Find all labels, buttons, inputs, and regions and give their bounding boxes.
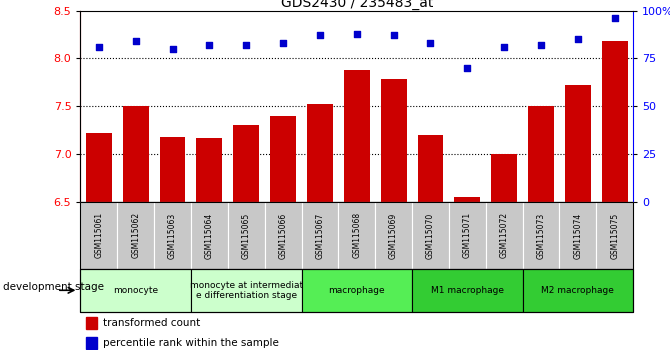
- Point: [93, 44, 105, 50]
- Title: GDS2430 / 235483_at: GDS2430 / 235483_at: [281, 0, 433, 10]
- Text: M1 macrophage: M1 macrophage: [431, 286, 504, 295]
- Bar: [338, 202, 375, 269]
- Text: GSM115063: GSM115063: [168, 212, 177, 258]
- Text: GSM115062: GSM115062: [131, 212, 140, 258]
- Bar: [375, 202, 412, 269]
- Point: [425, 40, 436, 46]
- Bar: [80, 269, 191, 312]
- Bar: [454, 197, 480, 202]
- Bar: [154, 202, 191, 269]
- Point: [351, 31, 362, 36]
- Text: transformed count: transformed count: [103, 318, 200, 328]
- Point: [130, 38, 141, 44]
- Text: GSM115067: GSM115067: [316, 212, 324, 258]
- Point: [241, 42, 252, 48]
- Bar: [523, 202, 559, 269]
- Point: [572, 36, 583, 42]
- Bar: [86, 337, 97, 348]
- Bar: [486, 202, 523, 269]
- Bar: [449, 202, 486, 269]
- Text: monocyte: monocyte: [113, 286, 158, 295]
- Bar: [412, 269, 523, 312]
- Text: GSM115066: GSM115066: [279, 212, 287, 258]
- Bar: [117, 202, 154, 269]
- Bar: [228, 202, 265, 269]
- Bar: [565, 85, 591, 202]
- Point: [204, 42, 214, 48]
- Bar: [196, 138, 222, 202]
- Text: monocyte at intermediat
e differentiation stage: monocyte at intermediat e differentiatio…: [190, 281, 303, 300]
- Text: macrophage: macrophage: [328, 286, 385, 295]
- Bar: [86, 133, 112, 202]
- Text: GSM115069: GSM115069: [389, 212, 398, 258]
- Bar: [602, 41, 628, 202]
- Bar: [528, 106, 554, 202]
- Bar: [344, 70, 370, 202]
- Text: GSM115072: GSM115072: [500, 212, 509, 258]
- Bar: [86, 317, 97, 329]
- Text: M2 macrophage: M2 macrophage: [541, 286, 614, 295]
- Text: GSM115071: GSM115071: [463, 212, 472, 258]
- Bar: [159, 137, 186, 202]
- Point: [167, 46, 178, 52]
- Bar: [302, 202, 338, 269]
- Text: GSM115061: GSM115061: [94, 212, 103, 258]
- Point: [389, 33, 399, 38]
- Bar: [559, 202, 596, 269]
- Point: [277, 40, 288, 46]
- Bar: [302, 269, 412, 312]
- Text: GSM115064: GSM115064: [205, 212, 214, 258]
- Text: GSM115074: GSM115074: [574, 212, 582, 258]
- Text: development stage: development stage: [3, 282, 105, 292]
- Text: GSM115070: GSM115070: [426, 212, 435, 258]
- Point: [498, 44, 510, 50]
- Bar: [191, 269, 302, 312]
- Bar: [417, 135, 444, 202]
- Point: [315, 33, 326, 38]
- Bar: [265, 202, 302, 269]
- Bar: [123, 106, 149, 202]
- Bar: [596, 202, 633, 269]
- Bar: [270, 116, 296, 202]
- Bar: [523, 269, 633, 312]
- Text: GSM115065: GSM115065: [242, 212, 251, 258]
- Point: [462, 65, 473, 71]
- Text: GSM115073: GSM115073: [537, 212, 545, 258]
- Point: [609, 16, 620, 21]
- Text: GSM115075: GSM115075: [610, 212, 619, 258]
- Text: percentile rank within the sample: percentile rank within the sample: [103, 338, 279, 348]
- Bar: [307, 104, 333, 202]
- Bar: [381, 79, 407, 202]
- Text: GSM115068: GSM115068: [352, 212, 361, 258]
- Bar: [80, 202, 117, 269]
- Bar: [191, 202, 228, 269]
- Bar: [233, 125, 259, 202]
- Bar: [491, 154, 517, 202]
- Point: [536, 42, 547, 48]
- Bar: [412, 202, 449, 269]
